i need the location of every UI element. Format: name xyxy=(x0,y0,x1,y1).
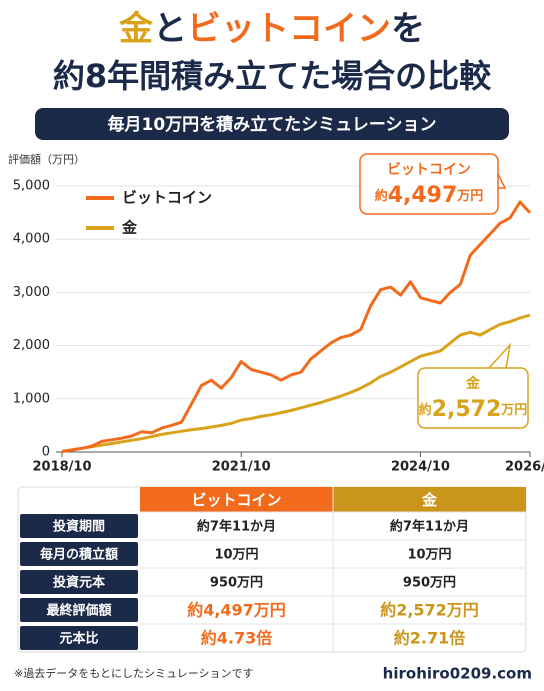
y-tick-label: 3,000 xyxy=(13,285,50,300)
callout-title: 金 xyxy=(465,375,481,392)
x-tick-label: 2021/10 xyxy=(212,460,271,475)
banner: 毎月10万円を積み立てたシミュレーション xyxy=(108,114,437,135)
footer-site: hirohiro0209.com xyxy=(383,665,532,683)
legend-label: ビットコイン xyxy=(122,189,212,207)
y-axis-label: 評価額（万円） xyxy=(8,152,85,166)
x-tick-label: 2018/10 xyxy=(32,460,91,475)
row-label: 投資元本 xyxy=(53,575,105,591)
row-label: 最終評価額 xyxy=(46,603,111,619)
callout-amount: 2,572 xyxy=(432,397,502,422)
callout-box xyxy=(359,153,499,215)
callout-amount: 4,497 xyxy=(388,183,458,208)
x-tick-label: 2026/8 xyxy=(505,460,544,475)
table-cell: 約4,497万円 xyxy=(187,601,286,620)
line-series xyxy=(61,313,531,453)
row-label-bg xyxy=(20,542,138,566)
row-label-bg xyxy=(20,626,138,650)
banner-bg xyxy=(35,108,509,140)
table-cell: 約2,572万円 xyxy=(380,601,479,620)
title-part: ビットコイン xyxy=(187,9,391,49)
table-cell: 950万円 xyxy=(210,576,263,591)
row-label: 毎月の積立額 xyxy=(40,547,118,563)
row-label: 元本比 xyxy=(59,631,98,647)
line-series xyxy=(61,200,532,453)
x-tick-label: 2024/10 xyxy=(391,460,450,475)
callout-prefix: 約 xyxy=(375,188,388,204)
table-cell: 約7年11か月 xyxy=(197,519,276,535)
table-header: ビットコイン xyxy=(191,491,281,509)
y-tick-label: 1,000 xyxy=(13,391,50,406)
callout-pointer xyxy=(487,342,512,370)
y-tick-label: 5,000 xyxy=(13,179,50,194)
legend-label: 金 xyxy=(121,219,138,237)
callout-value: 約2,572万円 xyxy=(419,397,528,422)
callout-title: ビットコイン xyxy=(387,162,471,178)
callout-value: 約4,497万円 xyxy=(375,183,484,208)
table-cell: 10万円 xyxy=(214,548,258,563)
callout-box xyxy=(417,367,529,429)
y-tick-label: 4,000 xyxy=(13,232,50,247)
table-header-bg xyxy=(333,487,526,512)
table-cell: 950万円 xyxy=(403,576,456,591)
title-line1: 金とビットコインを xyxy=(118,9,425,49)
row-label-bg xyxy=(20,598,138,622)
row-label: 投資期間 xyxy=(53,519,105,535)
callout-unit: 万円 xyxy=(500,403,527,418)
callout-pointer xyxy=(496,171,507,189)
table-cell: 約7年11か月 xyxy=(390,519,469,535)
title-part: と xyxy=(153,9,187,49)
table-header-bg xyxy=(140,487,333,512)
row-label-bg xyxy=(20,514,138,538)
table-header: 金 xyxy=(421,491,438,509)
row-label-bg xyxy=(20,570,138,594)
table-cell: 約4.73倍 xyxy=(201,629,272,648)
y-tick-label: 0 xyxy=(42,445,50,460)
title-part: 金 xyxy=(118,9,154,49)
footer-note: ※過去データをもとにしたシミュレーションです xyxy=(14,666,254,680)
table-cell: 10万円 xyxy=(407,548,451,563)
table-cell: 約2.71倍 xyxy=(394,629,465,648)
title-line2: 約8年間積み立てた場合の比較 xyxy=(53,57,492,95)
callout-prefix: 約 xyxy=(419,402,432,418)
title-part: を xyxy=(391,9,425,49)
callout-unit: 万円 xyxy=(456,189,483,204)
y-tick-label: 2,000 xyxy=(13,338,50,353)
